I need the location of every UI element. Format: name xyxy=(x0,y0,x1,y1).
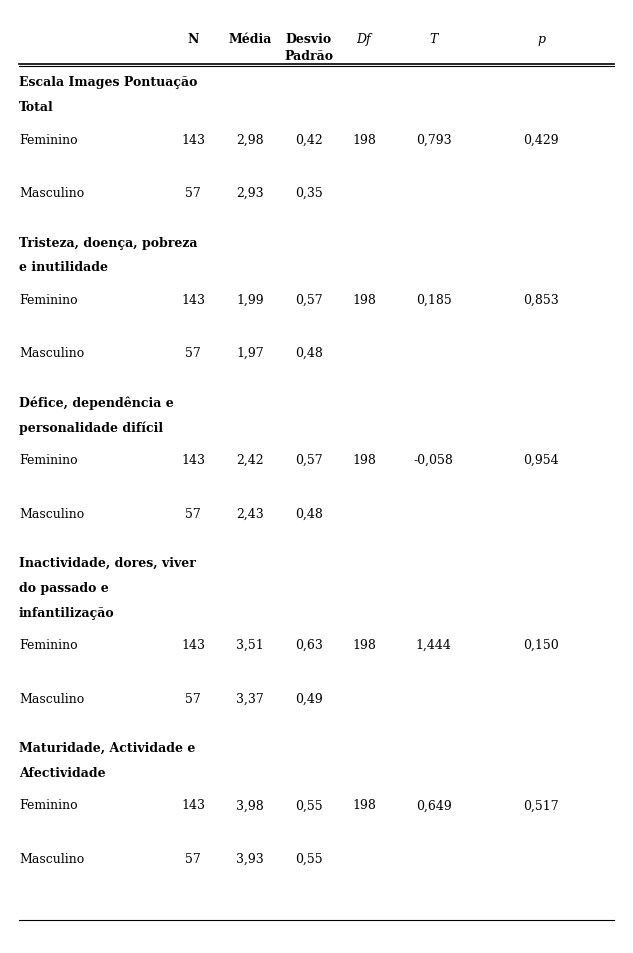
Text: 0,429: 0,429 xyxy=(523,133,559,147)
Text: Masculino: Masculino xyxy=(19,692,84,705)
Text: 0,55: 0,55 xyxy=(295,852,323,865)
Text: Feminino: Feminino xyxy=(19,799,78,812)
Text: Afectividade: Afectividade xyxy=(19,766,106,780)
Text: 198: 198 xyxy=(352,454,376,467)
Text: 1,99: 1,99 xyxy=(236,294,264,307)
Text: -0,058: -0,058 xyxy=(414,454,453,467)
Text: 57: 57 xyxy=(185,347,201,360)
Text: 0,57: 0,57 xyxy=(295,294,323,307)
Text: 3,37: 3,37 xyxy=(236,692,264,705)
Text: infantilização: infantilização xyxy=(19,606,115,619)
Text: 0,853: 0,853 xyxy=(523,294,559,307)
Text: 3,98: 3,98 xyxy=(236,799,264,812)
Text: 1,97: 1,97 xyxy=(236,347,264,360)
Text: 198: 198 xyxy=(352,133,376,147)
Text: Masculino: Masculino xyxy=(19,347,84,360)
Text: 2,93: 2,93 xyxy=(236,187,264,200)
Text: Feminino: Feminino xyxy=(19,294,78,307)
Text: 0,57: 0,57 xyxy=(295,454,323,467)
Text: 143: 143 xyxy=(181,294,205,307)
Text: 0,517: 0,517 xyxy=(523,799,559,812)
Text: 1,444: 1,444 xyxy=(416,639,451,652)
Text: 0,35: 0,35 xyxy=(295,187,323,200)
Text: T: T xyxy=(429,33,438,47)
Text: 0,150: 0,150 xyxy=(523,639,559,652)
Text: Masculino: Masculino xyxy=(19,507,84,520)
Text: Tristeza, doença, pobreza: Tristeza, doença, pobreza xyxy=(19,236,197,250)
Text: Feminino: Feminino xyxy=(19,454,78,467)
Text: 57: 57 xyxy=(185,507,201,520)
Text: p: p xyxy=(537,33,545,47)
Text: 143: 143 xyxy=(181,799,205,812)
Text: Masculino: Masculino xyxy=(19,852,84,865)
Text: 0,48: 0,48 xyxy=(295,507,323,520)
Text: Escala Images Pontuação: Escala Images Pontuação xyxy=(19,76,197,90)
Text: 57: 57 xyxy=(185,692,201,705)
Text: 0,185: 0,185 xyxy=(416,294,451,307)
Text: 198: 198 xyxy=(352,294,376,307)
Text: 3,93: 3,93 xyxy=(236,852,264,865)
Text: e inutilidade: e inutilidade xyxy=(19,261,108,274)
Text: Df: Df xyxy=(356,33,372,47)
Text: Padrão: Padrão xyxy=(284,50,334,63)
Text: do passado e: do passado e xyxy=(19,581,109,595)
Text: 2,98: 2,98 xyxy=(236,133,264,147)
Text: 198: 198 xyxy=(352,639,376,652)
Text: Desvio: Desvio xyxy=(286,33,332,47)
Text: 143: 143 xyxy=(181,639,205,652)
Text: 0,48: 0,48 xyxy=(295,347,323,360)
Text: 0,63: 0,63 xyxy=(295,639,323,652)
Text: Feminino: Feminino xyxy=(19,133,78,147)
Text: Inactividade, dores, viver: Inactividade, dores, viver xyxy=(19,557,196,570)
Text: Total: Total xyxy=(19,101,54,114)
Text: 0,55: 0,55 xyxy=(295,799,323,812)
Text: Masculino: Masculino xyxy=(19,187,84,200)
Text: 0,49: 0,49 xyxy=(295,692,323,705)
Text: Défice, dependência e: Défice, dependência e xyxy=(19,396,173,410)
Text: 0,793: 0,793 xyxy=(416,133,451,147)
Text: 57: 57 xyxy=(185,187,201,200)
Text: 198: 198 xyxy=(352,799,376,812)
Text: 2,42: 2,42 xyxy=(236,454,264,467)
Text: Média: Média xyxy=(229,33,272,47)
Text: Maturidade, Actividade e: Maturidade, Actividade e xyxy=(19,741,196,755)
Text: 0,649: 0,649 xyxy=(416,799,451,812)
Text: Feminino: Feminino xyxy=(19,639,78,652)
Text: 2,43: 2,43 xyxy=(236,507,264,520)
Text: 57: 57 xyxy=(185,852,201,865)
Text: personalidade difícil: personalidade difícil xyxy=(19,421,163,435)
Text: 143: 143 xyxy=(181,454,205,467)
Text: 143: 143 xyxy=(181,133,205,147)
Text: 3,51: 3,51 xyxy=(236,639,264,652)
Text: 0,42: 0,42 xyxy=(295,133,323,147)
Text: N: N xyxy=(187,33,199,47)
Text: 0,954: 0,954 xyxy=(523,454,559,467)
